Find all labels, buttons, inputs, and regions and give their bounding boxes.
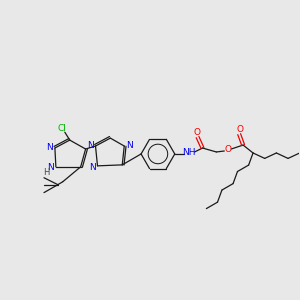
Text: O: O: [193, 128, 200, 137]
Text: N: N: [87, 140, 94, 149]
Text: N: N: [126, 140, 133, 149]
Text: O: O: [237, 125, 244, 134]
Text: N: N: [46, 142, 53, 152]
Text: N: N: [89, 163, 96, 172]
Text: Cl: Cl: [57, 124, 66, 133]
Text: NH: NH: [182, 148, 195, 158]
Text: H: H: [43, 168, 49, 177]
Text: N: N: [48, 163, 54, 172]
Text: O: O: [225, 146, 232, 154]
